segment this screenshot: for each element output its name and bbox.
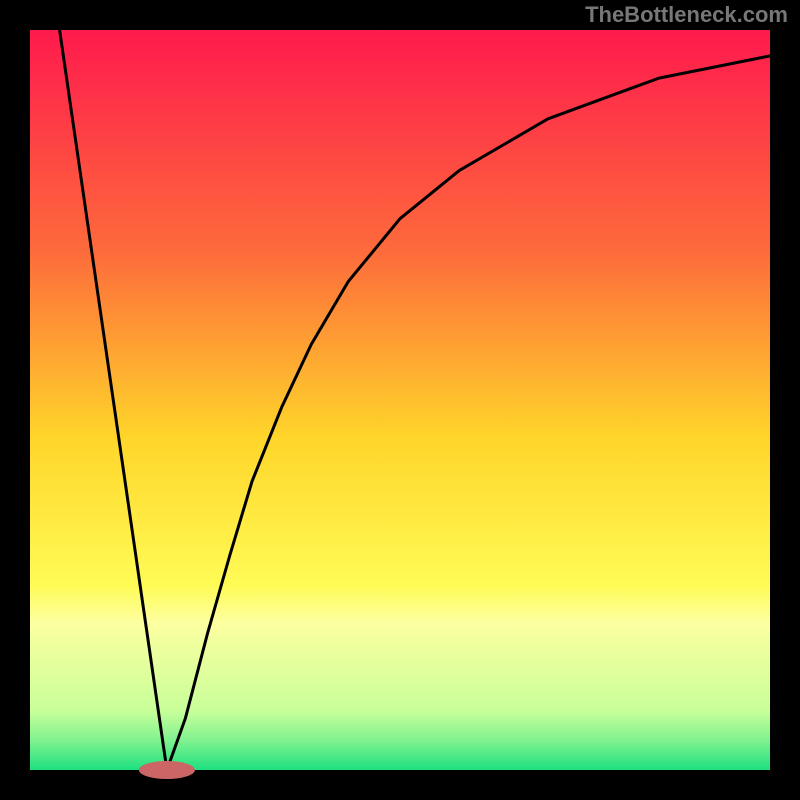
- chart-container: { "watermark": { "text": "TheBottleneck.…: [0, 0, 800, 800]
- optimum-marker: [139, 761, 195, 779]
- bottleneck-chart: [0, 0, 800, 800]
- chart-plot-area: [30, 30, 770, 770]
